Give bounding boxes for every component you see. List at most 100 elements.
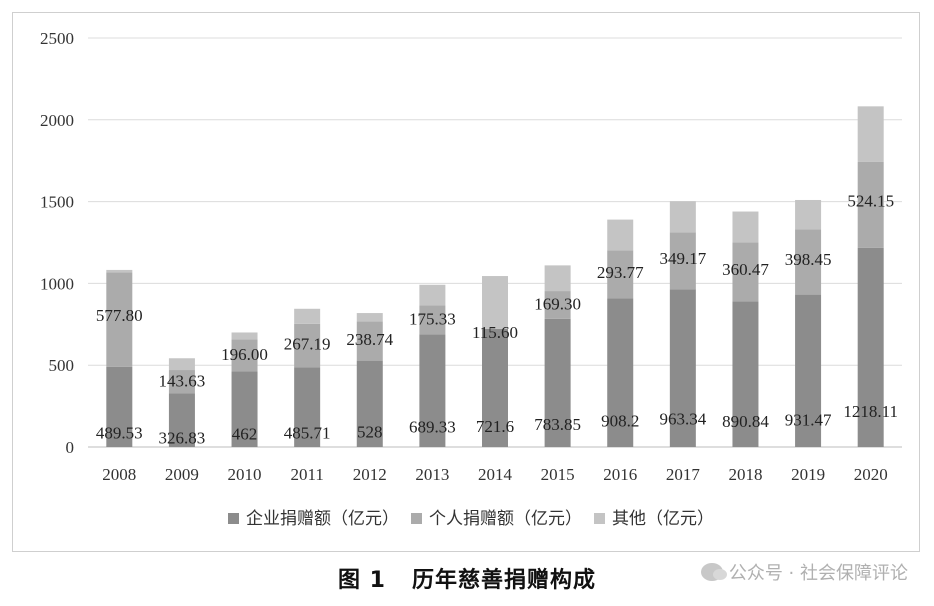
bar-segment <box>544 318 571 447</box>
bar-segment <box>607 298 634 447</box>
x-tick-label: 2014 <box>478 465 513 484</box>
chart-frame <box>12 12 920 552</box>
data-label: 577.80 <box>96 306 143 325</box>
bar-segment <box>482 328 508 447</box>
data-label: 360.47 <box>722 260 769 279</box>
bar-segment <box>231 371 258 447</box>
data-label: 349.17 <box>659 249 706 268</box>
data-label: 143.63 <box>159 372 206 391</box>
stacked-bar-chart: 0 500 1000 1500 2000 2500 489.53 577.80 326.83 1… <box>40 29 902 529</box>
bar-segment <box>106 272 133 367</box>
x-axis: 2008 2009 2010 2011 2012 2013 2014 2015 2016 2017… <box>102 465 887 484</box>
bar-segment <box>419 334 446 447</box>
data-label: 196.00 <box>221 345 268 364</box>
legend-label: 个人捐赠额（亿元） <box>429 509 582 529</box>
x-tick-label: 2013 <box>415 465 449 484</box>
data-label: 689.33 <box>409 418 456 437</box>
bar-segment <box>669 201 696 233</box>
x-tick-label: 2015 <box>541 465 575 484</box>
x-tick-label: 2010 <box>228 465 262 484</box>
bar-segment <box>294 367 321 447</box>
legend-label: 其他（亿元） <box>612 509 714 529</box>
data-labels: 489.53 577.80 326.83 143.63 462 196.00 485.71 2… <box>96 192 898 448</box>
legend-swatch <box>411 513 422 524</box>
legend-swatch <box>228 513 239 524</box>
figure-caption: 图 1 历年慈善捐赠构成 <box>0 562 934 594</box>
data-label: 783.85 <box>534 415 581 434</box>
y-tick-label: 0 <box>66 438 75 457</box>
bar-segment <box>168 393 195 447</box>
data-label: 528 <box>357 422 383 441</box>
bar-segment <box>482 276 508 329</box>
bar-segment <box>857 161 884 248</box>
legend-label: 企业捐赠额（亿元） <box>246 509 399 529</box>
y-tick-label: 1000 <box>40 274 74 293</box>
y-axis: 0 500 1000 1500 2000 2500 <box>40 29 74 457</box>
bar-segment <box>607 250 634 299</box>
figure-title: 历年慈善捐赠构成 <box>411 568 596 593</box>
data-label: 462 <box>232 424 258 443</box>
x-tick-label: 2012 <box>353 465 387 484</box>
data-label: 963.34 <box>659 410 706 429</box>
data-label: 115.60 <box>472 323 518 342</box>
x-tick-label: 2009 <box>165 465 199 484</box>
y-tick-label: 2500 <box>40 29 74 48</box>
data-label: 1218.11 <box>843 402 898 421</box>
x-tick-label: 2020 <box>854 465 888 484</box>
x-tick-label: 2011 <box>290 465 323 484</box>
y-tick-label: 2000 <box>40 111 74 130</box>
bar-segment <box>544 265 571 292</box>
data-label: 169.30 <box>534 295 581 314</box>
data-label: 524.15 <box>847 192 894 211</box>
bar-segment <box>857 247 884 447</box>
data-label: 267.19 <box>284 334 331 353</box>
data-label: 175.33 <box>409 309 456 328</box>
data-label: 931.47 <box>785 411 832 430</box>
bar-segment <box>795 199 822 230</box>
data-label: 238.74 <box>346 330 393 349</box>
bar-segment <box>419 284 446 306</box>
data-label: 293.77 <box>597 263 644 282</box>
bar-segment <box>168 370 195 394</box>
bar-segment <box>795 229 822 295</box>
bar-segment <box>356 321 383 361</box>
x-tick-label: 2017 <box>666 465 701 484</box>
bar-segment <box>857 106 884 162</box>
figure-number: 图 1 <box>338 568 386 593</box>
bar-segment <box>106 366 133 447</box>
bar-segment <box>231 339 258 372</box>
bar-segment <box>356 360 383 447</box>
bar-segment <box>669 289 696 447</box>
bar-segment <box>732 211 759 243</box>
x-tick-label: 2016 <box>603 465 637 484</box>
bar-segment <box>168 358 195 371</box>
x-tick-label: 2019 <box>791 465 825 484</box>
bar-segment <box>795 294 822 447</box>
x-tick-label: 2018 <box>728 465 762 484</box>
bar-segment <box>231 332 258 340</box>
watermark: 公众号 · 社会保障评论 <box>700 559 908 585</box>
bars <box>106 106 884 447</box>
legend-swatch <box>594 513 605 524</box>
bar-segment <box>544 291 571 319</box>
data-label: 908.2 <box>601 411 639 430</box>
bar-segment <box>294 308 321 324</box>
data-label: 489.53 <box>96 424 143 443</box>
bar-segment <box>419 305 446 335</box>
data-label: 398.45 <box>785 250 832 269</box>
bar-segment <box>106 269 133 273</box>
wechat-icon <box>700 563 727 581</box>
data-label: 890.84 <box>722 412 769 431</box>
data-label: 721.6 <box>476 417 514 436</box>
bar-segment <box>732 301 759 447</box>
bar-segment <box>356 313 383 322</box>
bar-segment <box>607 219 634 251</box>
bar-segment <box>669 232 696 290</box>
watermark-text: 公众号 · 社会保障评论 <box>728 563 908 584</box>
bar-segment <box>294 323 321 368</box>
x-tick-label: 2008 <box>102 465 136 484</box>
legend: 企业捐赠额（亿元） 个人捐赠额（亿元） 其他（亿元） <box>228 509 714 529</box>
data-label: 326.83 <box>159 428 206 447</box>
data-label: 485.71 <box>284 424 331 443</box>
y-tick-label: 1500 <box>40 193 74 212</box>
